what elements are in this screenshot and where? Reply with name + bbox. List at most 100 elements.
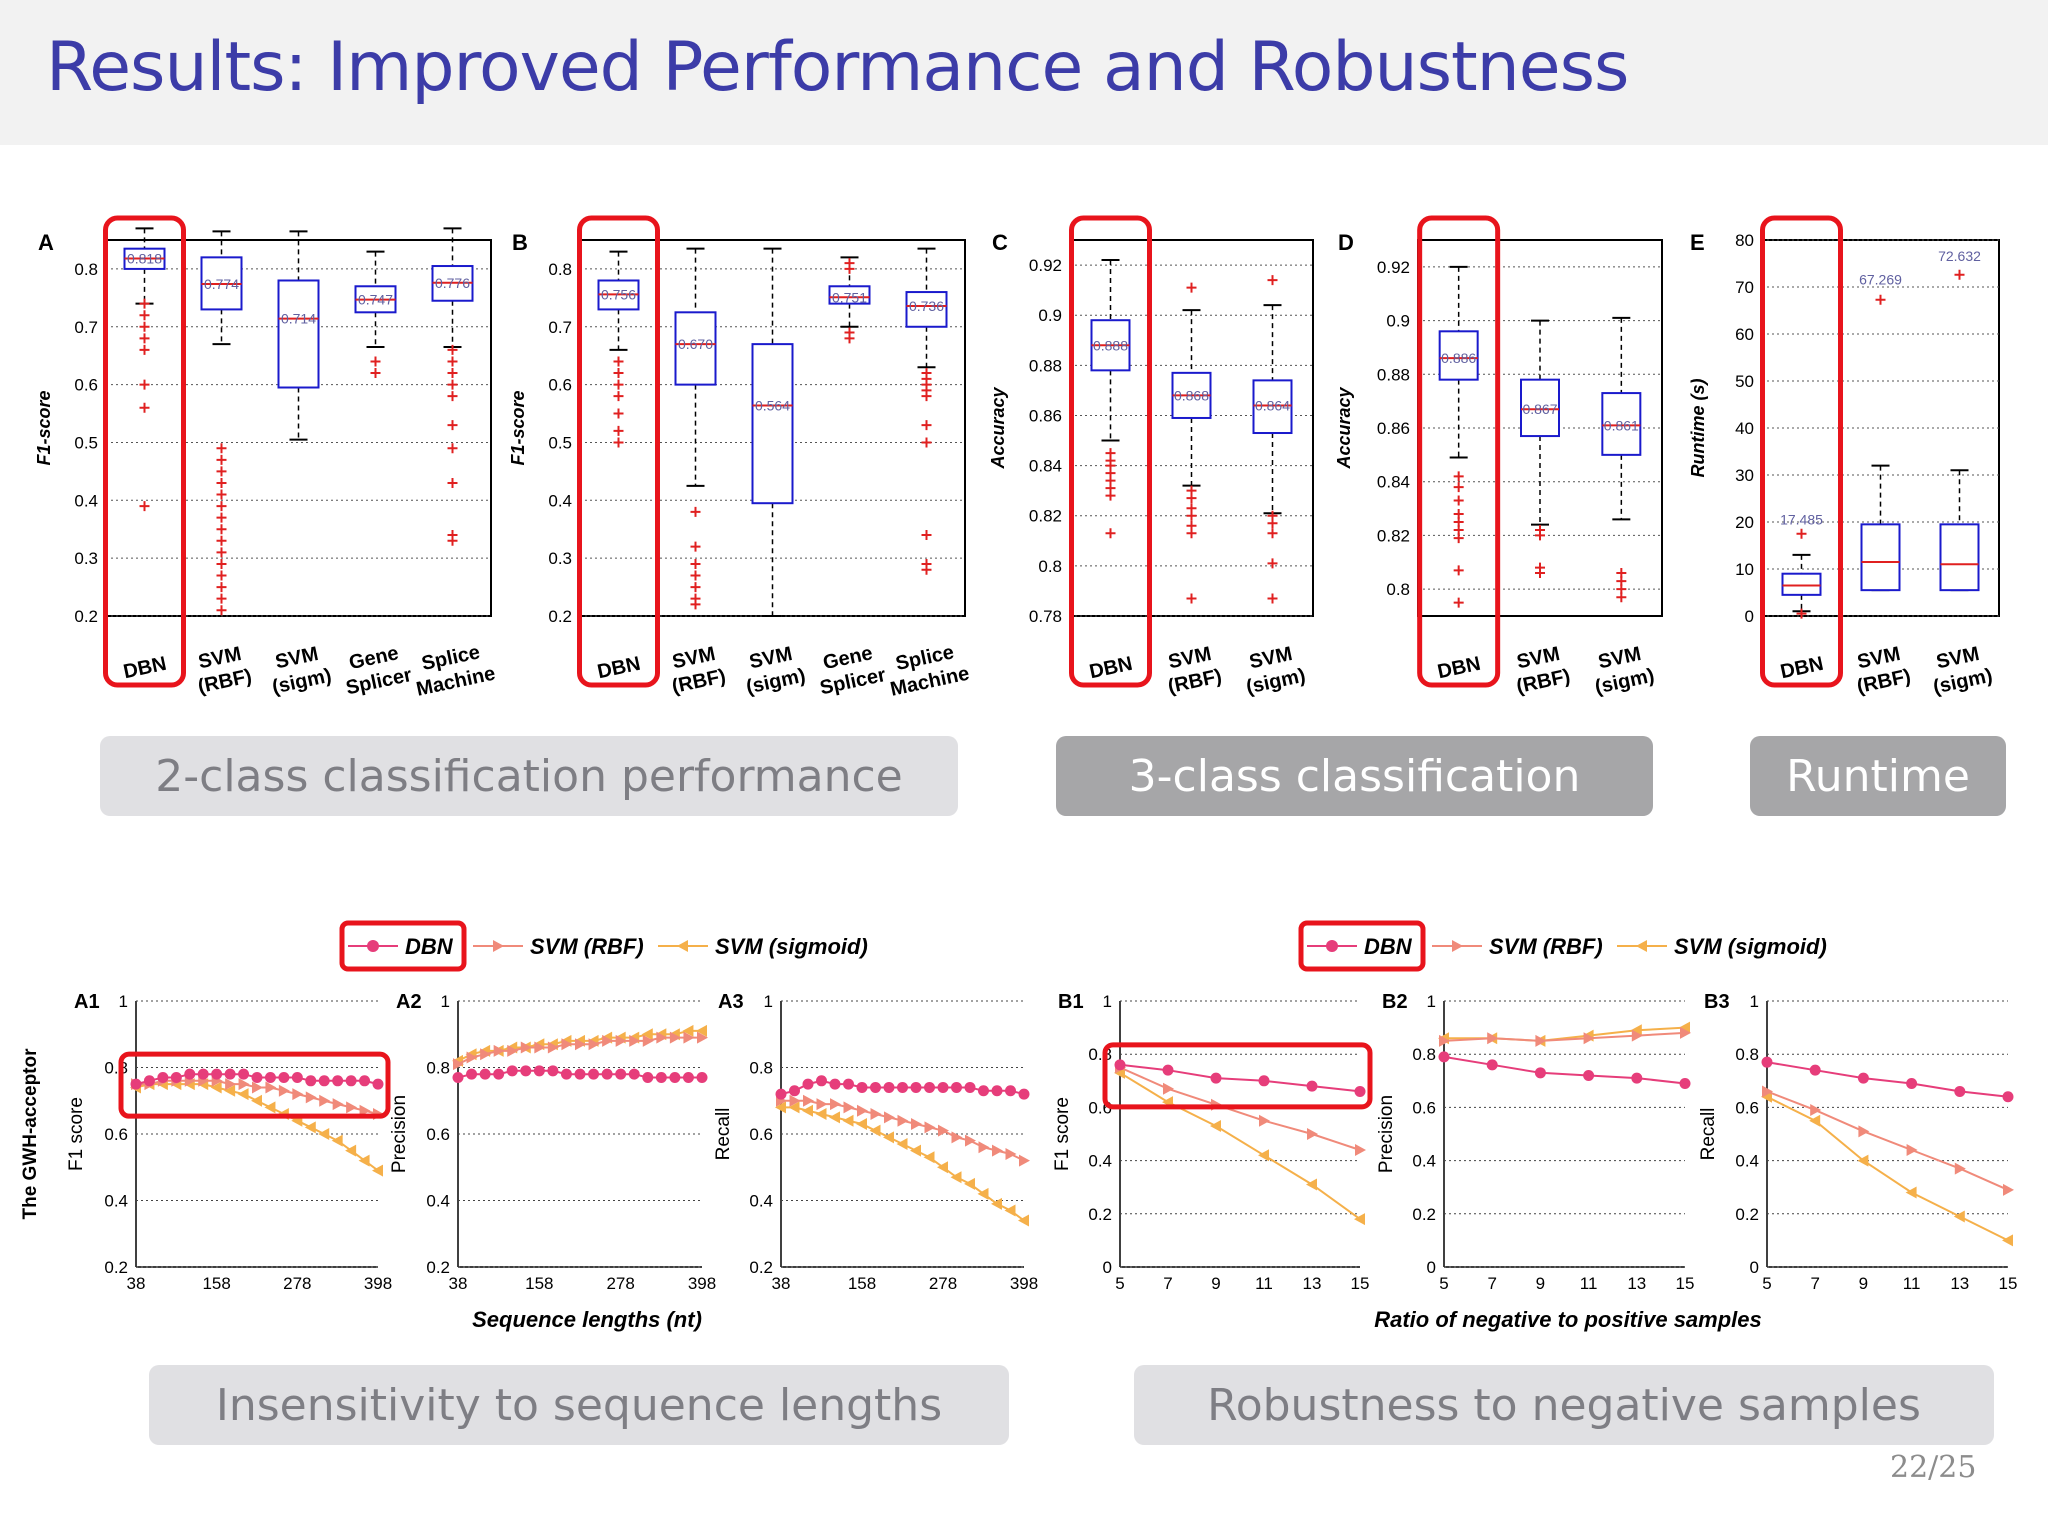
panel-d-median-label: 0.861 [1604,417,1639,433]
panel-a1-series-svm-sigmoid [135,1083,379,1172]
panel-b-outlier [613,425,624,436]
panel-d-outlier [1616,592,1627,603]
panel-e-box [1939,523,1980,592]
panel-d-category-label: DBN [1436,653,1483,684]
panel-b-category-label: GeneSplicer [813,640,888,699]
panel-a2-ylabel: Precision [389,1095,410,1173]
panel-a3-point-svm-sigmoid [842,1114,854,1127]
panel-b1-series-svm-rbf [1119,1066,1361,1151]
panel-a2-ytick: 0.2 [426,1258,450,1277]
panel-b2-xtick: 7 [1487,1274,1496,1293]
panel-a3-point-svm-rbf [857,1104,868,1117]
panel-a3-point-dbn [964,1081,976,1093]
panel-a2-point-dbn [655,1071,667,1083]
panel-a2-point-dbn [493,1068,505,1080]
panel-b2-ytick: 0 [1427,1258,1436,1277]
panel-a3-point-svm-rbf [830,1098,841,1111]
panel-a2-point-dbn [466,1068,478,1080]
panel-a2-point-dbn [588,1068,600,1080]
panel-a-category-label: SVM(RBF) [191,642,254,698]
panel-c-outlier [1105,528,1116,539]
panel-d-outlier [1535,568,1545,579]
panel-d-ytick: 0.92 [1377,258,1410,277]
panel-a2-label: A2 [396,991,422,1013]
panel-a3-point-svm-rbf [1019,1154,1030,1167]
panel-a3-ytick: 0.6 [749,1125,773,1144]
panel-b3-xtick: 7 [1810,1274,1819,1293]
panel-a2-point-svm-rbf [466,1051,478,1064]
panel-b2-point-svm-rbf [1535,1034,1547,1047]
panel-a3-point-svm-sigmoid [788,1101,800,1114]
panel-a3-point-svm-rbf [911,1118,922,1131]
panel-b3-series-dbn [1766,1061,2009,1098]
legend-1-marker-svm-rbf [493,940,504,952]
panel-a2-point-dbn [560,1068,572,1080]
panel-b-outlier [613,379,624,390]
panel-d-outlier [1453,533,1464,544]
panel-b1-xtick: 5 [1115,1274,1124,1293]
panel-e-box [1781,572,1822,596]
panel-a-outlier [447,535,458,546]
panel-a1-point-svm-rbf [292,1088,304,1101]
panel-c-median-label: 0.868 [1174,387,1209,403]
panel-b-ytick: 0.8 [548,260,572,279]
panel-b2-point-dbn [1486,1059,1498,1071]
panel-a2-point-svm-rbf [453,1058,464,1071]
panel-a3-point-svm-sigmoid [1018,1214,1029,1227]
panel-b1-ylabel: F1 score [1052,1097,1073,1171]
caption-runtime: Runtime [1750,736,2006,816]
panel-b-outlier [613,437,624,448]
panel-b-ytick: 0.2 [548,607,572,626]
panel-c-outlier [1267,518,1278,529]
panel-b-box [828,285,871,305]
page-number: 22/25 [1890,1450,1977,1485]
panel-a3-point-dbn [829,1078,841,1090]
panel-a3-point-svm-sigmoid [869,1124,881,1137]
panel-c-category-label-line: DBN [1087,653,1134,684]
panel-a1-ytick: 0.6 [104,1125,128,1144]
panel-b3-point-dbn [1954,1085,1966,1097]
panel-b2-ytick: 0.4 [1412,1152,1436,1171]
panel-b3-point-svm-sigmoid [1809,1114,1821,1127]
panel-a2-point-dbn [696,1071,708,1083]
panel-a1-point-dbn [224,1068,236,1080]
panel-b-outlier [613,408,624,419]
legend-1-marker-svm-sigmoid [677,940,688,952]
panel-b-outlier [921,564,932,575]
panel-a-outlier [216,466,227,477]
panel-a-outlier [216,489,227,500]
panel-e-ytick: 10 [1735,560,1754,579]
panel-d-dbn-highlight [1417,215,1501,688]
panel-d-median-label: 0.886 [1441,350,1476,366]
slide-title: Results: Improved Performance and Robust… [46,28,1629,107]
panel-b-median-label: 0.756 [601,286,636,302]
panel-a1-point-dbn [197,1068,209,1080]
panel-a3-xtick: 278 [929,1274,957,1293]
panel-b1-point-dbn [1354,1085,1366,1097]
panel-a3-point-svm-rbf [924,1121,936,1134]
panel-a2-point-dbn [452,1071,464,1083]
panel-c-ytick: 0.88 [1029,356,1062,375]
panel-b2-point-dbn [1534,1067,1546,1079]
panel-a1-point-dbn [359,1075,371,1087]
panel-a1-ytick: 1 [119,992,128,1011]
panel-b-outlier [921,391,932,402]
panel-a1-point-dbn [211,1068,223,1080]
panel-a1-point-svm-rbf [278,1084,290,1097]
panel-a3-xtick: 158 [848,1274,876,1293]
panel-a3-point-svm-sigmoid [991,1197,1002,1210]
panel-a3-point-svm-sigmoid [829,1111,840,1124]
panel-b1-ytick: 0 [1103,1258,1112,1277]
panel-b3-xtick: 5 [1762,1274,1771,1293]
panel-b1-ytick: 0.4 [1088,1152,1112,1171]
panel-a-median-label: 0.714 [281,311,316,327]
panel-b2-point-svm-rbf [1439,1034,1450,1047]
panel-a2-point-dbn [628,1068,640,1080]
legend-1-entry: DBN [405,934,454,959]
panel-b3-ylabel: Recall [1698,1108,1719,1161]
panel-b1-series-svm-sigmoid [1119,1071,1361,1220]
panel-a2-point-dbn [615,1068,627,1080]
panel-a1-dbn-highlight [118,1051,391,1119]
legend-2-marker-svm-sigmoid [1636,940,1647,952]
panel-a1-point-dbn [184,1068,196,1080]
